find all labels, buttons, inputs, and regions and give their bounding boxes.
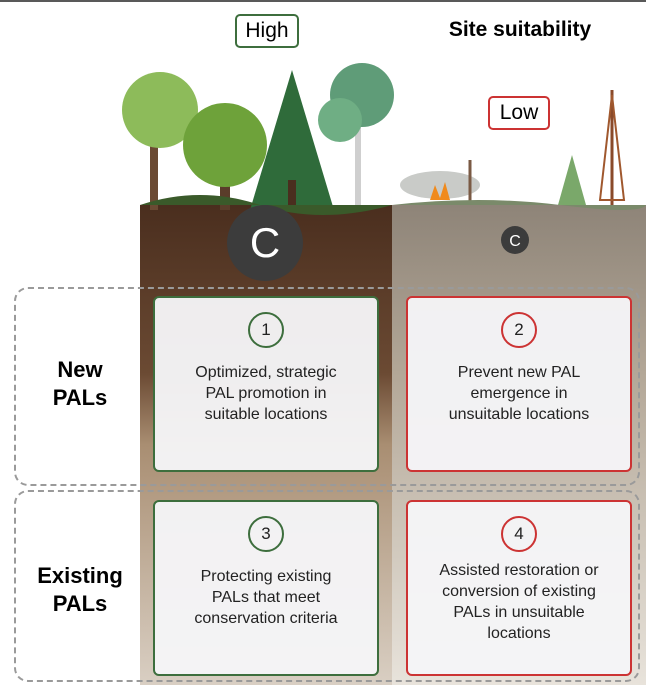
- text-line: PAL promotion in: [155, 383, 377, 404]
- text-line: unsuitable locations: [408, 404, 630, 425]
- text-line: conversion of existing: [408, 581, 630, 602]
- trees-high: [122, 63, 394, 215]
- text-line: Prevent new PAL: [408, 362, 630, 383]
- text-line: Protecting existing: [155, 566, 377, 587]
- text-line: Optimized, strategic: [155, 362, 377, 383]
- carbon-low: C: [509, 233, 521, 250]
- text-line: locations: [408, 623, 630, 644]
- low-label: Low: [488, 96, 550, 130]
- high-label: High: [235, 14, 299, 48]
- card-number: 1: [248, 312, 284, 348]
- text-line: Assisted restoration or: [408, 560, 630, 581]
- text-line: conservation criteria: [155, 608, 377, 629]
- text-line: PALs in unsuitable: [408, 602, 630, 623]
- title: Site suitability: [430, 18, 610, 42]
- text-line: suitable locations: [155, 404, 377, 425]
- carbon-high: C: [250, 219, 280, 266]
- page: C C High Site suitability Low NewPALs Ex…: [0, 0, 646, 685]
- card-number: 4: [501, 516, 537, 552]
- text-line: emergence in: [408, 383, 630, 404]
- card-number: 3: [248, 516, 284, 552]
- text-line: PALs that meet: [155, 587, 377, 608]
- card-number: 2: [501, 312, 537, 348]
